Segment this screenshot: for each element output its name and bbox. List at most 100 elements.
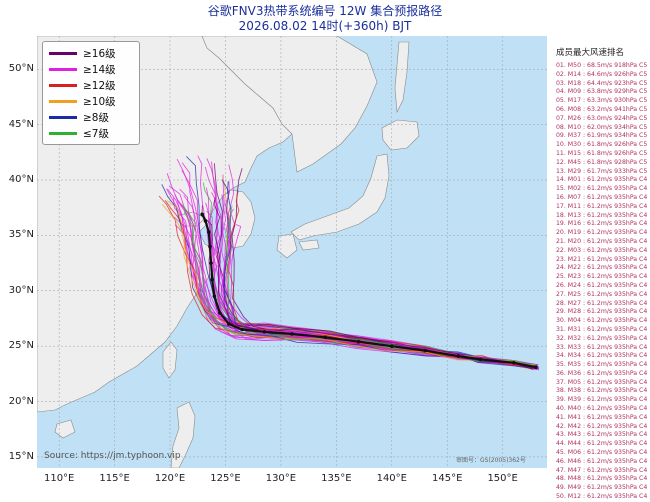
mean-track-point [207,230,211,234]
ranking-row: 09. M37 : 61.9m/s 934hPa C5 [556,132,648,140]
ranking-row: 33. M33 : 61.2m/s 935hPa C4 [556,343,648,351]
member-track [227,190,534,368]
lat-tick-label: 20°N [8,395,34,407]
ranking-row: 06. M08 : 63.2m/s 941hPa C5 [556,105,648,113]
ranking-row: 45. M06 : 61.2m/s 935hPa C4 [556,449,648,457]
ranking-row: 04. M09 : 63.8m/s 929hPa C5 [556,88,648,96]
legend-item: ≥12级 [43,77,139,93]
lon-tick-label: 120°E [154,473,186,484]
ranking-row: 14. M01 : 61.2m/s 935hPa C4 [556,176,648,184]
mean-track-point [262,330,267,334]
ranking-title: 成员最大风速排名 [556,48,625,58]
ranking-row: 46. M46 : 61.2m/s 935hPa C4 [556,457,648,465]
ranking-row: 10. M30 : 61.8m/s 926hPa C5 [556,141,648,149]
hokkaido [381,119,420,151]
ranking-row: 47. M47 : 61.2m/s 935hPa C4 [556,466,648,474]
ranking-row: 15. M02 : 61.2m/s 935hPa C4 [556,185,648,193]
legend-label: ≥10级 [83,95,116,108]
ranking-row: 36. M36 : 61.2m/s 935hPa C4 [556,369,648,377]
lat-tick-label: 35°N [8,229,34,241]
legend-swatch [49,99,77,103]
mean-track-point [534,365,538,370]
ranking-row: 34. M34 : 61.2m/s 935hPa C4 [556,352,648,360]
ranking-row: 30. M04 : 61.2m/s 935hPa C4 [556,317,648,325]
hainan [54,419,76,439]
ranking-row: 13. M29 : 61.7m/s 933hPa C5 [556,167,648,175]
ranking-row: 39. M39 : 61.2m/s 935hPa C4 [556,396,648,404]
legend-item: ≤7级 [43,125,139,141]
ranking-row: 41. M41 : 61.2m/s 935hPa C4 [556,413,648,421]
legend-swatch [49,115,77,119]
luzon [170,401,196,468]
legend-swatch [49,51,77,55]
ensemble-mean-track [200,212,538,370]
ranking-row: 48. M48 : 61.2m/s 935hPa C4 [556,475,648,483]
ranking-row: 31. M31 : 61.2m/s 935hPa C4 [556,325,648,333]
legend-item: ≥16级 [43,45,139,61]
mean-track-point [240,327,244,332]
mean-track-point [423,348,427,353]
mean-track-point [356,339,361,344]
ranking-row: 42. M42 : 61.2m/s 935hPa C4 [556,422,648,430]
ranking-row: 03. M18 : 64.4m/s 923hPa C5 [556,79,648,87]
mean-track-point [203,219,208,223]
lat-tick-label: 50°N [8,63,34,75]
chart-title: 谷歌FNV3热带系统编号 12W 集合预报路径 [207,4,443,18]
mean-track-point [210,277,214,282]
honshu [290,153,390,241]
ranking-row: 12. M45 : 61.8m/s 928hPa C5 [556,158,648,166]
ranking-row: 02. M14 : 64.6m/s 926hPa C5 [556,70,648,78]
lat-lon-gridlines [37,36,547,468]
ranking-row: 08. M10 : 62.0m/s 934hPa C5 [556,123,648,131]
ranking-list: 01. M50 : 68.5m/s 918hPa C5 02. M14 : 64.… [552,62,648,502]
ranking-row: 49. M49 : 61.2m/s 935hPa C4 [556,484,648,492]
ranking-row: 22. M03 : 61.2m/s 935hPa C4 [556,246,648,254]
lon-tick-label: 150°E [487,473,518,484]
lon-tick-label: 145°E [432,473,463,484]
ranking-row: 25. M23 : 61.2m/s 935hPa C4 [556,273,648,281]
lon-tick-label: 135°E [321,473,352,484]
lat-tick-label: 45°N [8,118,34,130]
ranking-row: 17. M11 : 61.2m/s 935hPa C4 [556,202,648,210]
mean-track-point [200,212,204,217]
ranking-row: 40. M40 : 61.2m/s 935hPa C4 [556,405,648,413]
ranking-row: 11. M15 : 61.8m/s 926hPa C5 [556,149,648,157]
ranking-row: 05. M17 : 63.3m/s 930hPa C5 [556,97,648,105]
ranking-row: 37. M05 : 61.2m/s 935hPa C4 [556,378,648,386]
lon-tick-label: 130°E [265,473,297,484]
legend-label: ≥12级 [83,79,116,92]
lon-tick-label: 140°E [376,473,407,484]
mean-track-point [478,357,483,362]
legend-swatch [49,131,77,135]
mean-track-point [390,344,394,349]
ranking-row: 16. M07 : 61.2m/s 935hPa C4 [556,193,648,201]
shikoku [298,239,320,251]
ranking-row: 21. M20 : 61.2m/s 935hPa C4 [556,237,648,245]
mean-track-point [511,361,516,365]
legend-swatch [49,67,77,71]
lon-tick-label: 110°E [43,473,75,484]
member-ranking-panel: 成员最大风速排名 01. M50 : 68.5m/s 918hPa C5 02. … [552,36,648,502]
kyushu [276,233,298,259]
mean-track-point [456,354,461,358]
legend-label: ≥16级 [83,47,116,60]
lat-tick-label: 25°N [8,340,34,352]
legend-item: ≥14级 [43,61,139,77]
mean-track-point [212,294,217,299]
ranking-row: 19. M16 : 61.2m/s 935hPa C4 [556,220,648,228]
ranking-row: 26. M24 : 61.2m/s 935hPa C4 [556,281,648,289]
mean-track-line [201,213,537,369]
source-watermark: Source: https://jm.typhoon.vip [44,451,181,461]
ranking-row: 29. M28 : 61.2m/s 935hPa C4 [556,308,648,316]
ranking-row: 35. M35 : 61.2m/s 935hPa C4 [556,361,648,369]
ranking-row: 01. M50 : 68.5m/s 918hPa C5 [556,62,648,69]
intensity-legend: ≥16级 ≥14级 ≥12级 ≥10级 ≥8级 ≤7级 [42,41,140,145]
sakhalin [394,41,410,114]
legend-item: ≥10级 [43,93,139,109]
legend-label: ≥14级 [83,63,116,76]
ranking-row: 38. M38 : 61.2m/s 935hPa C4 [556,387,648,395]
legend-item: ≥8级 [43,109,139,125]
lat-tick-label: 15°N [8,450,34,462]
ranking-row: 28. M27 : 61.2m/s 935hPa C4 [556,299,648,307]
mean-track-point [323,335,328,340]
